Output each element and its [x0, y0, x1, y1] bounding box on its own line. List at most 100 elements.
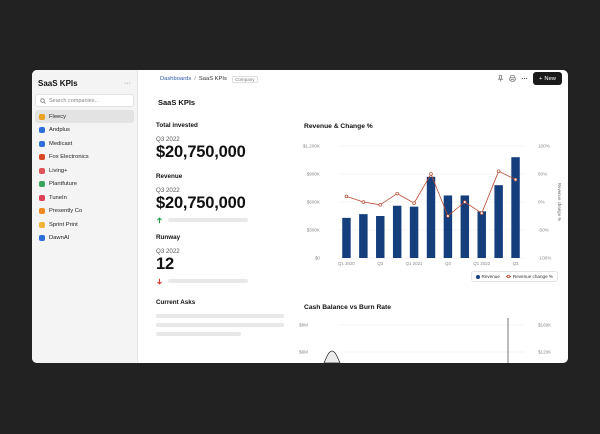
y2-tick-label: $120K: [538, 350, 552, 355]
trend-row: [156, 277, 286, 285]
company-label: Living+: [49, 167, 68, 174]
change-point: [479, 211, 484, 215]
kpi-column: Total invested Q3 2022 $20,750,000 Reven…: [156, 122, 286, 336]
breadcrumb-dashboards[interactable]: Dashboards: [160, 76, 192, 82]
cash-chart-title: Cash Balance vs Burn Rate: [304, 304, 391, 311]
sidebar-header: SaaS KPIs ···: [35, 76, 134, 90]
company-logo-icon: [39, 194, 45, 201]
y-tick-label: $8M: [299, 323, 308, 328]
breadcrumb-current: SaaS KPIs: [198, 76, 227, 82]
top-actions: + New: [497, 72, 562, 85]
new-button-label: New: [544, 75, 556, 82]
x-tick-label: Q3: [377, 261, 383, 266]
y-tick-label: $0: [315, 256, 321, 261]
x-tick-label: Q3: [445, 261, 451, 266]
company-logo-icon: [39, 181, 45, 187]
more-options-icon[interactable]: [521, 75, 528, 82]
revenue-bar: [460, 195, 470, 258]
change-point: [378, 203, 383, 207]
company-logo-icon: [39, 127, 45, 133]
revenue-bar: [426, 176, 436, 258]
y2-tick-label: $160K: [538, 323, 552, 328]
sidebar-item-company[interactable]: Presently Co: [35, 205, 134, 218]
change-point: [513, 177, 518, 182]
company-logo-icon: [39, 221, 45, 228]
y2-tick-label: -100%: [538, 256, 551, 261]
kpi-period: Q3 2022: [156, 248, 180, 255]
pin-icon[interactable]: [497, 75, 504, 82]
breadcrumb: Dashboards / SaaS KPIs Company: [160, 75, 258, 83]
more-dots-icon[interactable]: ···: [124, 79, 131, 87]
sidebar-item-company[interactable]: DawnAI: [35, 232, 134, 245]
company-label: Presently Co: [49, 208, 83, 214]
revenue-chart: $1,200K $900K $600K $300K $0 100% 50% 0% -50% -10…: [303, 144, 562, 267]
current-asks: Current Asks: [156, 299, 286, 336]
y2-tick-label: 0%: [538, 200, 545, 205]
company-logo-icon: [39, 113, 45, 120]
x-tick-label: Q1 2020: [338, 261, 355, 266]
revenue-bar: [443, 195, 453, 258]
company-logo-icon: [39, 140, 45, 147]
cash-burn-chart: $8M $6M $160K $120K: [299, 318, 552, 363]
print-icon[interactable]: [509, 75, 516, 82]
change-point: [463, 200, 467, 204]
kpi-value: $20,750,000: [156, 194, 246, 212]
x-tick-label: Q1 2022: [473, 261, 490, 266]
legend-item-change[interactable]: Revenue change %: [505, 274, 553, 279]
sidebar: SaaS KPIs ··· Fleecy Andplus Medicast Fox E…: [32, 70, 138, 363]
new-button[interactable]: + New: [533, 72, 562, 85]
sidebar-item-company[interactable]: TuneIn: [35, 191, 134, 204]
kpi-value: 12: [156, 255, 174, 273]
y-tick-label: $900K: [307, 172, 321, 177]
sidebar-title: SaaS KPIs: [38, 78, 78, 88]
skeleton-bar: [156, 323, 284, 327]
y-tick-label: $600K: [307, 200, 321, 205]
change-point: [361, 200, 366, 204]
company-logo-icon: [39, 167, 45, 174]
kpi-label: Revenue: [156, 173, 183, 180]
change-point: [446, 214, 450, 218]
sidebar-item-company[interactable]: Fox Electronics: [35, 151, 134, 164]
kpi-value: $20,750,000: [156, 143, 246, 161]
company-label: TuneIn: [49, 194, 67, 201]
chart-legend: Revenue Revenue change %: [470, 271, 558, 282]
arrow-down-icon: [157, 278, 162, 285]
change-point: [412, 201, 416, 205]
line-swatch-icon: [505, 274, 511, 279]
company-badge: Company: [231, 75, 258, 83]
sidebar-item-company[interactable]: Plantfuture: [35, 178, 134, 191]
company-logo-icon: [39, 235, 45, 241]
sidebar-item-company[interactable]: Medicast: [35, 137, 134, 150]
kpi-total-invested: Total invested Q3 2022 $20,750,000: [156, 122, 286, 162]
revenue-bar: [359, 214, 368, 258]
change-point: [429, 172, 433, 176]
breadcrumb-separator: /: [194, 76, 196, 82]
revenue-bar: [494, 185, 503, 258]
y-tick-label: $300K: [307, 228, 321, 233]
legend-label: Revenue: [481, 274, 500, 279]
company-label: Andplus: [49, 127, 70, 133]
kpi-label: Current Asks: [156, 299, 196, 306]
sidebar-item-company[interactable]: Living+: [35, 164, 134, 177]
legend-item-revenue[interactable]: Revenue: [475, 274, 500, 279]
arrow-up-icon: [157, 216, 162, 223]
change-point: [344, 194, 349, 199]
x-tick-label: Q1 2021: [406, 261, 423, 266]
company-label: Medicast: [49, 140, 73, 147]
sidebar-item-company[interactable]: Sprint Print: [35, 218, 134, 231]
search-box[interactable]: [35, 94, 134, 107]
trend-row: [156, 216, 286, 224]
skeleton-bar: [156, 332, 241, 336]
kpi-period: Q3 2022: [156, 187, 180, 194]
company-label: Fox Electronics: [49, 154, 89, 160]
revenue-bar: [409, 206, 419, 258]
revenue-bar: [392, 205, 402, 258]
search-input[interactable]: [49, 97, 129, 104]
revenue-bar: [511, 157, 520, 258]
x-tick-label: Q3: [513, 261, 519, 266]
plus-icon: +: [539, 75, 543, 82]
company-label: Fleecy: [49, 113, 67, 120]
sidebar-item-company[interactable]: Andplus: [35, 124, 134, 137]
kpi-runway: Runway Q3 2022 12: [156, 234, 286, 285]
sidebar-item-company[interactable]: Fleecy: [35, 110, 134, 123]
